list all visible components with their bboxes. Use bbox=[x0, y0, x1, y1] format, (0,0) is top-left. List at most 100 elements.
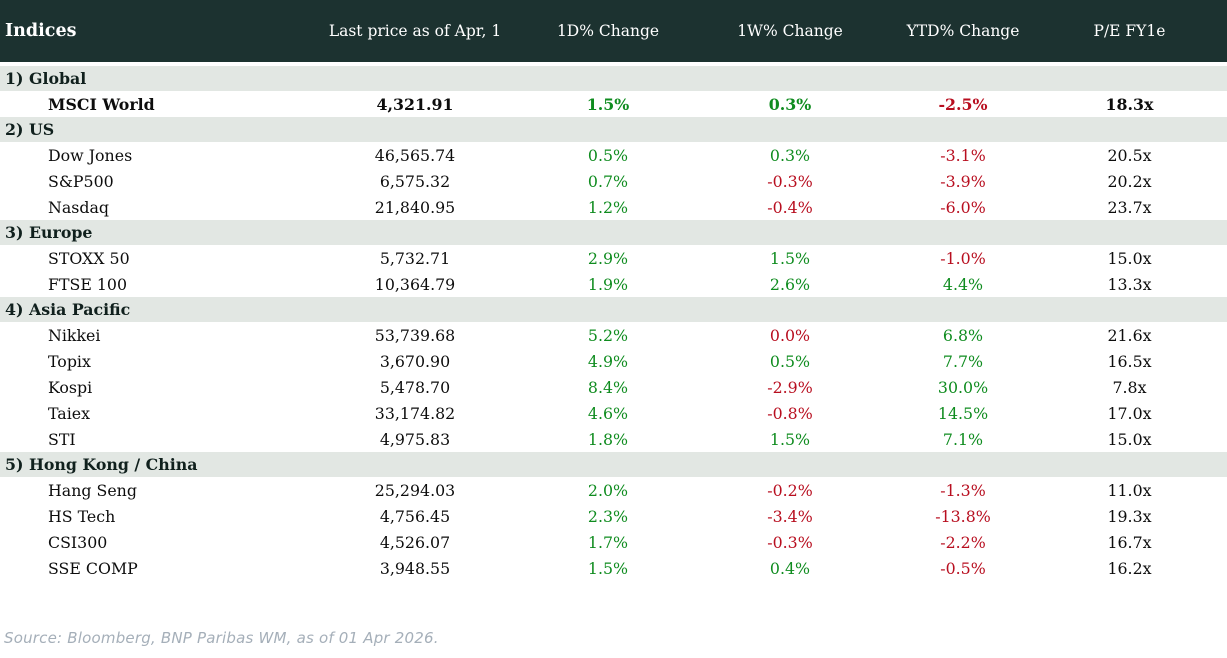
index-name: Hang Seng bbox=[48, 480, 137, 500]
index-name: SSE COMP bbox=[48, 558, 138, 578]
index-name: S&P500 bbox=[48, 171, 114, 191]
change-ytd: 7.1% bbox=[942, 429, 984, 449]
change-ytd: -0.5% bbox=[940, 558, 986, 578]
last-price: 10,364.79 bbox=[374, 274, 456, 294]
index-name: Dow Jones bbox=[48, 145, 133, 165]
change-1d: 5.2% bbox=[587, 325, 629, 345]
last-price: 21,840.95 bbox=[374, 197, 456, 217]
change-ytd: -2.2% bbox=[940, 532, 986, 552]
last-price: 3,670.90 bbox=[379, 351, 451, 371]
index-name: Taiex bbox=[48, 403, 91, 423]
table-body: 1) Global MSCI World 4,321.91 1.5% 0.3% -2.5%… bbox=[0, 66, 1227, 581]
index-name: Nikkei bbox=[48, 325, 101, 345]
change-1d: 1.2% bbox=[587, 197, 629, 217]
table-row: FTSE 100 10,364.79 1.9% 2.6% 4.4% 13.3x bbox=[0, 271, 1227, 297]
change-1w: -3.4% bbox=[767, 506, 813, 526]
change-1w: -0.3% bbox=[767, 171, 813, 191]
table-title: Indices bbox=[5, 21, 77, 41]
pe-ratio: 16.2x bbox=[1107, 558, 1152, 578]
change-1w: 0.3% bbox=[768, 94, 812, 114]
change-ytd: 6.8% bbox=[942, 325, 984, 345]
section-label: 1) Global bbox=[5, 69, 87, 88]
section-row: 4) Asia Pacific bbox=[0, 297, 1227, 322]
index-name: CSI300 bbox=[48, 532, 108, 552]
change-1w: 0.5% bbox=[769, 351, 811, 371]
section-row: 3) Europe bbox=[0, 220, 1227, 245]
change-1d: 1.8% bbox=[587, 429, 629, 449]
source-note: Source: Bloomberg, BNP Paribas WM, as of… bbox=[4, 629, 439, 647]
table-row: Dow Jones 46,565.74 0.5% 0.3% -3.1% 20.5x bbox=[0, 142, 1227, 168]
change-1w: -0.3% bbox=[767, 532, 813, 552]
change-ytd: -3.9% bbox=[940, 171, 986, 191]
index-name: HS Tech bbox=[48, 506, 116, 526]
section-row: 2) US bbox=[0, 117, 1227, 142]
change-1w: 1.5% bbox=[769, 429, 811, 449]
change-1d: 4.6% bbox=[587, 403, 629, 423]
pe-ratio: 11.0x bbox=[1107, 480, 1152, 500]
table-header-row: Indices Last price as of Apr, 1 1D% Chan… bbox=[0, 0, 1227, 62]
section-label: 5) Hong Kong / China bbox=[5, 455, 198, 474]
table-row: MSCI World 4,321.91 1.5% 0.3% -2.5% 18.3x bbox=[0, 91, 1227, 117]
pe-ratio: 15.0x bbox=[1107, 248, 1152, 268]
last-price: 5,732.71 bbox=[379, 248, 451, 268]
section-row: 5) Hong Kong / China bbox=[0, 452, 1227, 477]
pe-ratio: 7.8x bbox=[1112, 377, 1147, 397]
change-1w: -2.9% bbox=[767, 377, 813, 397]
change-ytd: 4.4% bbox=[942, 274, 984, 294]
table-row: HS Tech 4,756.45 2.3% -3.4% -13.8% 19.3x bbox=[0, 503, 1227, 529]
change-1d: 2.0% bbox=[587, 480, 629, 500]
change-1w: 0.4% bbox=[769, 558, 811, 578]
change-ytd: -1.0% bbox=[940, 248, 986, 268]
change-1w: 1.5% bbox=[769, 248, 811, 268]
last-price: 25,294.03 bbox=[374, 480, 456, 500]
index-name: FTSE 100 bbox=[48, 274, 128, 294]
pe-ratio: 17.0x bbox=[1107, 403, 1152, 423]
table-row: STI 4,975.83 1.8% 1.5% 7.1% 15.0x bbox=[0, 426, 1227, 452]
last-price: 4,756.45 bbox=[379, 506, 451, 526]
last-price: 4,321.91 bbox=[376, 94, 454, 114]
change-1d: 8.4% bbox=[587, 377, 629, 397]
column-header-1d-change: 1D% Change bbox=[556, 22, 660, 40]
last-price: 53,739.68 bbox=[374, 325, 456, 345]
change-1w: 0.0% bbox=[769, 325, 811, 345]
column-header-ytd-change: YTD% Change bbox=[906, 22, 1020, 40]
section-row: 1) Global bbox=[0, 66, 1227, 91]
table-row: STOXX 50 5,732.71 2.9% 1.5% -1.0% 15.0x bbox=[0, 245, 1227, 271]
change-ytd: -1.3% bbox=[940, 480, 986, 500]
pe-ratio: 19.3x bbox=[1107, 506, 1152, 526]
change-ytd: -6.0% bbox=[940, 197, 986, 217]
pe-ratio: 21.6x bbox=[1107, 325, 1152, 345]
table-row: Topix 3,670.90 4.9% 0.5% 7.7% 16.5x bbox=[0, 348, 1227, 374]
change-1w: -0.2% bbox=[767, 480, 813, 500]
table-row: SSE COMP 3,948.55 1.5% 0.4% -0.5% 16.2x bbox=[0, 555, 1227, 581]
change-ytd: -13.8% bbox=[935, 506, 991, 526]
last-price: 4,526.07 bbox=[379, 532, 451, 552]
index-name: STI bbox=[48, 429, 76, 449]
column-header-1w-change: 1W% Change bbox=[737, 22, 843, 40]
table-row: Nasdaq 21,840.95 1.2% -0.4% -6.0% 23.7x bbox=[0, 194, 1227, 220]
column-header-pe: P/E FY1e bbox=[1093, 22, 1166, 40]
change-1w: -0.4% bbox=[767, 197, 813, 217]
index-name: MSCI World bbox=[48, 94, 155, 114]
change-1w: -0.8% bbox=[767, 403, 813, 423]
change-ytd: 7.7% bbox=[942, 351, 984, 371]
pe-ratio: 13.3x bbox=[1107, 274, 1152, 294]
change-1d: 1.7% bbox=[587, 532, 629, 552]
index-name: Kospi bbox=[48, 377, 93, 397]
pe-ratio: 20.5x bbox=[1107, 145, 1152, 165]
pe-ratio: 15.0x bbox=[1107, 429, 1152, 449]
pe-ratio: 23.7x bbox=[1107, 197, 1152, 217]
change-1d: 2.9% bbox=[587, 248, 629, 268]
table-row: Nikkei 53,739.68 5.2% 0.0% 6.8% 21.6x bbox=[0, 322, 1227, 348]
change-1w: 0.3% bbox=[769, 145, 811, 165]
last-price: 33,174.82 bbox=[374, 403, 456, 423]
change-ytd: 30.0% bbox=[937, 377, 989, 397]
table-row: Taiex 33,174.82 4.6% -0.8% 14.5% 17.0x bbox=[0, 400, 1227, 426]
change-1d: 0.5% bbox=[587, 145, 629, 165]
pe-ratio: 16.5x bbox=[1107, 351, 1152, 371]
change-1d: 4.9% bbox=[587, 351, 629, 371]
last-price: 6,575.32 bbox=[379, 171, 451, 191]
change-1d: 2.3% bbox=[587, 506, 629, 526]
last-price: 3,948.55 bbox=[379, 558, 451, 578]
